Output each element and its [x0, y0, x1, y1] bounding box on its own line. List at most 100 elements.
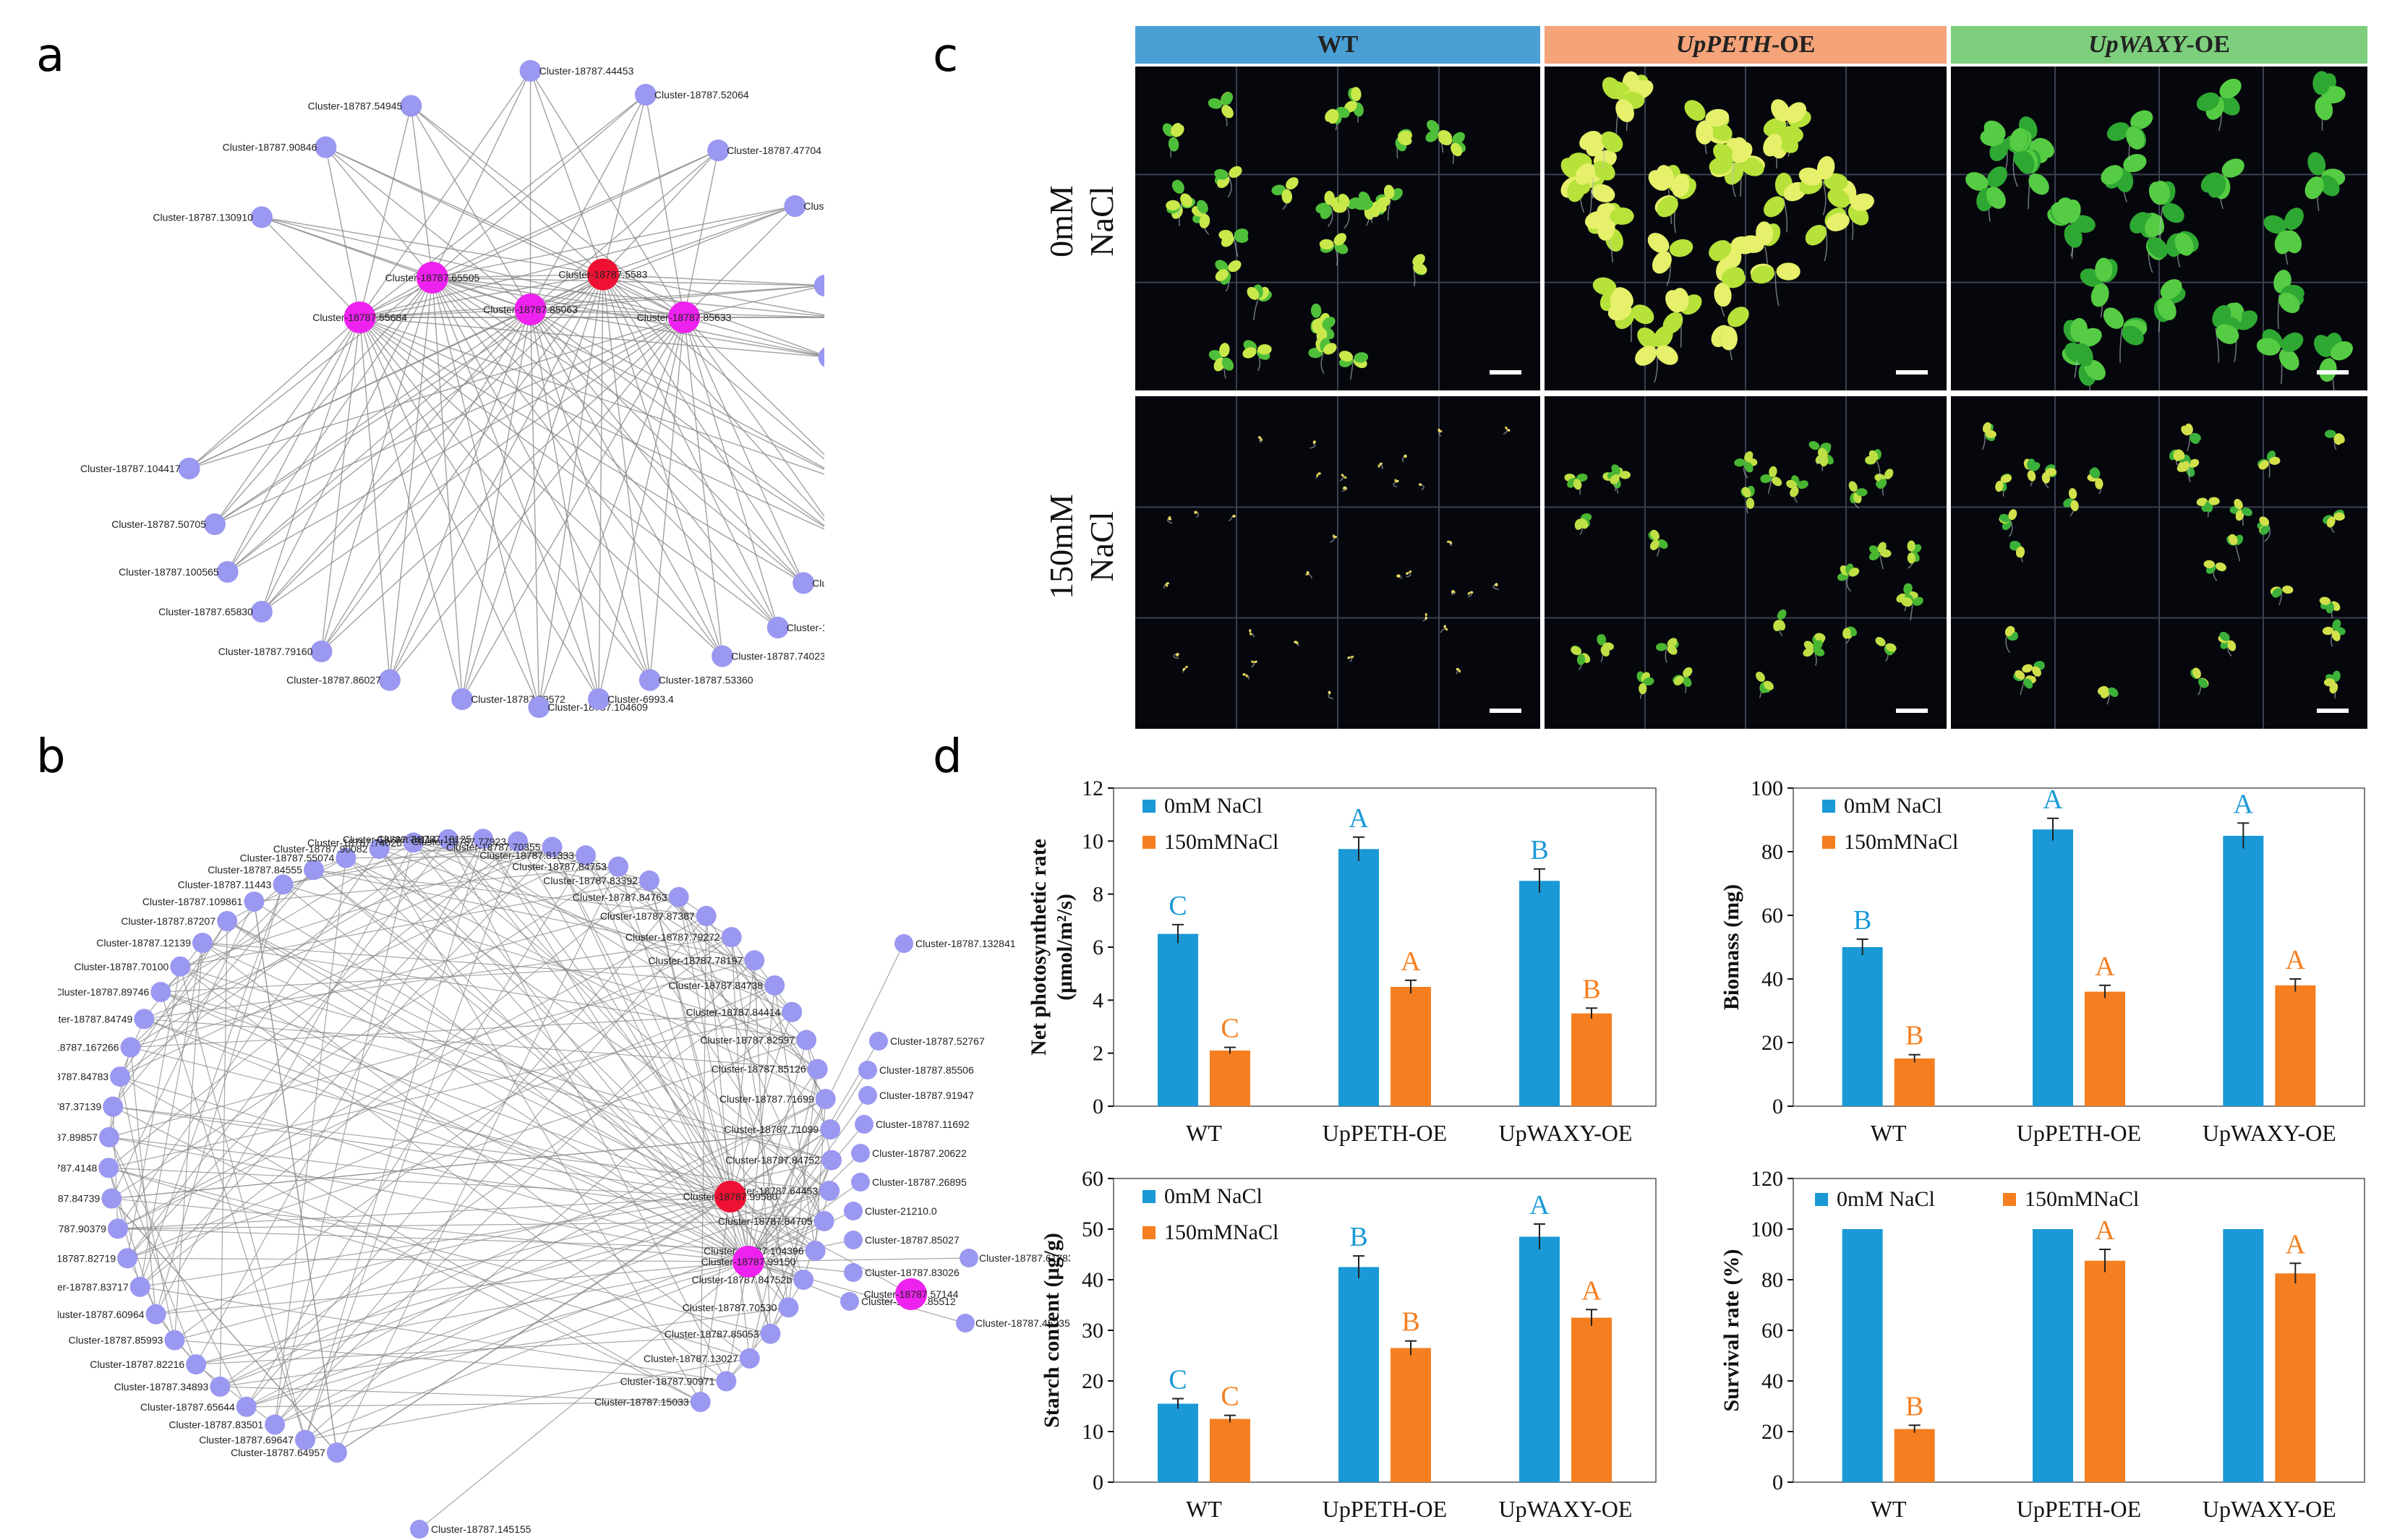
seedling [1865, 449, 1881, 477]
network-b-edge [346, 857, 830, 1192]
seedling [1328, 690, 1334, 700]
network-b-edge [283, 884, 749, 1262]
network-a-edge [530, 309, 824, 526]
network-b-outer-node [894, 934, 913, 953]
network-b-node-label: Cluster-18787.87387 [600, 910, 695, 922]
y-tick-label: 12 [1082, 777, 1103, 800]
seedling [1308, 338, 1337, 375]
panel-letter-a: a [36, 29, 65, 82]
network-b-edge [111, 901, 255, 1199]
bar [2223, 1229, 2264, 1482]
legend-swatch [1142, 800, 1156, 813]
network-a-node-label: Cluster-18787.104417 [80, 463, 181, 474]
network-a-edge [359, 273, 604, 318]
network-b-node-label: Cluster-18787.85993 [69, 1335, 163, 1346]
seedling [1709, 142, 1753, 197]
seedling [1341, 486, 1348, 492]
seedling [1740, 221, 1781, 281]
network-b-node-label: Cluster-18787.167266 [58, 1042, 119, 1053]
seedling [1965, 166, 2008, 222]
scale-bar [1490, 709, 1521, 713]
network-a-edge [261, 317, 361, 612]
seedling [2016, 149, 2049, 210]
network-a-node [638, 669, 661, 691]
significance-letter: B [1401, 1307, 1419, 1338]
plate-peth-0mm [1545, 67, 1947, 390]
network-b-node [294, 1429, 315, 1450]
network-b-edge [346, 857, 826, 1100]
seedling [1808, 441, 1832, 465]
network-a-edge [602, 274, 824, 460]
network-b-edge [482, 838, 749, 1262]
network-a-edge [683, 317, 824, 356]
network-b-edge [226, 920, 749, 1262]
network-b-edge [725, 1261, 749, 1382]
seedling [2101, 153, 2147, 202]
network-b-edge [346, 855, 586, 859]
network-a-edge [325, 146, 685, 318]
network-b-node [508, 831, 529, 852]
network-a-node [707, 140, 730, 161]
network-b-node [793, 1270, 814, 1291]
y-tick-label: 60 [1761, 1319, 1783, 1343]
network-a-edge [461, 274, 604, 700]
network-b-node [186, 1354, 207, 1375]
network-b-node [117, 1248, 138, 1269]
network-a-edge [227, 309, 531, 573]
network-b-edge [313, 869, 804, 1280]
bar [1338, 1267, 1379, 1482]
header-wt: WT [1135, 26, 1540, 64]
network-a-edge [432, 277, 599, 700]
network-a-edge [261, 216, 531, 310]
network-a-node [793, 572, 815, 594]
network-a-hub-node [514, 294, 547, 325]
network-a-edge [602, 94, 646, 275]
network-b-edge [379, 848, 731, 1197]
seedling [2103, 307, 2148, 363]
legend-swatch [1822, 800, 1835, 813]
y-tick-label: 0 [1772, 1095, 1783, 1118]
network-a-node [588, 688, 610, 710]
category-label: UpWAXY-OE [2203, 1496, 2336, 1522]
plot-frame [1793, 787, 2365, 1107]
network-a-edge [189, 309, 531, 469]
network-a-hub-node [416, 262, 448, 294]
network-a-edge [359, 106, 412, 318]
network-b-node [437, 829, 458, 850]
network-b-edge [119, 855, 586, 1077]
network-a-edge [602, 273, 824, 356]
seedling [2138, 213, 2169, 273]
network-b-node-label: Cluster-18787.12139 [96, 937, 191, 949]
network-a-edge [529, 309, 599, 700]
network-a-edge [602, 274, 723, 656]
bar [1519, 881, 1560, 1106]
network-b-edge [196, 1333, 771, 1365]
bar [2085, 1260, 2125, 1482]
network-b-edge [117, 1220, 824, 1230]
network-b-node-label: Cluster-18787.79272 [625, 931, 720, 943]
network-b-edge [748, 1069, 868, 1262]
y-tick-label: 100 [1751, 1218, 1783, 1241]
network-b-edge [220, 1306, 789, 1387]
network-b-edge [748, 1181, 861, 1262]
network-a-node [250, 206, 273, 228]
network-a-edge [214, 317, 685, 525]
network-a-hub-label: Cluster-18787.65505 [385, 272, 480, 283]
category-label: UpWAXY-OE [1499, 1120, 1633, 1146]
network-a-edge [261, 274, 604, 612]
network-b-edge [730, 960, 755, 1197]
bar [1571, 1013, 1612, 1106]
network-a-edge [359, 317, 804, 584]
significance-letter: B [1905, 1021, 1923, 1051]
y-axis-label: (μmol/m²/s) [1053, 894, 1077, 1001]
network-a-node-label: Cluster-18787.79160 [218, 646, 313, 657]
network-b-edge [111, 1129, 831, 1199]
seedling [1714, 257, 1746, 317]
network-a-edge [432, 277, 824, 286]
network-b-edge [140, 880, 650, 1288]
network-b-edge [111, 866, 619, 1199]
network-b-node [326, 1442, 347, 1463]
network-b-node-label: Cluster-18787.13027 [644, 1353, 738, 1364]
network-b-edge [202, 942, 775, 986]
seedling-photo-grid: WT UpPETH-OE UpWAXY-OE 0mM NaCl 150mM Na… [1027, 26, 2372, 735]
